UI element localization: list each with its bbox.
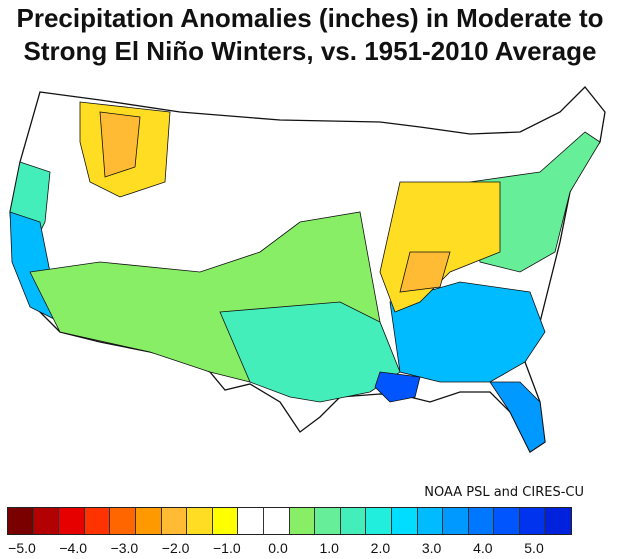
data-credit: NOAA PSL and CIRES-CU bbox=[424, 485, 584, 500]
legend-tick-label: 4.0 bbox=[473, 540, 493, 556]
montana-core-dry bbox=[99, 111, 141, 178]
legend-swatch bbox=[238, 508, 264, 534]
legend-swatch bbox=[417, 508, 444, 534]
legend-swatch bbox=[8, 508, 34, 534]
map-title: Precipitation Anomalies (inches) in Mode… bbox=[0, 2, 620, 68]
legend-tick-label: −1.0 bbox=[212, 540, 241, 556]
legend-swatch bbox=[59, 508, 85, 534]
legend-swatch bbox=[366, 508, 392, 534]
legend-tick-label: 0.0 bbox=[268, 540, 288, 556]
title-line-2: Strong El Niño Winters, vs. 1951-2010 Av… bbox=[23, 36, 597, 66]
southeast-wet bbox=[389, 281, 546, 383]
legend-ticks: −5.0 −4.0 −3.0 −2.0 −1.0 0.0 1.0 2.0 3.0 4.0 5.0 bbox=[0, 540, 620, 558]
legend-swatch bbox=[494, 508, 520, 534]
legend-swatch bbox=[519, 508, 546, 534]
legend-tick-label: 5.0 bbox=[524, 540, 544, 556]
legend-swatch bbox=[161, 508, 188, 534]
florida-wet bbox=[489, 381, 546, 453]
legend-swatch bbox=[545, 508, 572, 534]
legend-swatch bbox=[340, 508, 367, 534]
legend-swatch bbox=[315, 508, 341, 534]
northeast-wet bbox=[469, 131, 601, 273]
legend-swatch bbox=[263, 508, 290, 534]
legend-swatch bbox=[391, 508, 418, 534]
gulf-coast-very-wet bbox=[374, 371, 421, 403]
legend-swatch bbox=[110, 508, 136, 534]
legend-swatch bbox=[443, 508, 469, 534]
legend-swatch bbox=[212, 508, 239, 534]
legend-swatch bbox=[468, 508, 495, 534]
legend-tick-label: −2.0 bbox=[161, 540, 190, 556]
legend-tick-label: −4.0 bbox=[59, 540, 88, 556]
legend-tick-label: −3.0 bbox=[110, 540, 139, 556]
legend-swatch bbox=[33, 508, 60, 534]
south-central-wet bbox=[219, 301, 401, 403]
legend-swatch bbox=[187, 508, 213, 534]
title-line-1: Precipitation Anomalies (inches) in Mode… bbox=[16, 3, 604, 33]
legend-swatch bbox=[135, 508, 162, 534]
legend-swatch bbox=[84, 508, 111, 534]
legend-tick-label: 2.0 bbox=[370, 540, 391, 556]
color-legend bbox=[7, 507, 573, 535]
legend-swatch bbox=[289, 508, 316, 534]
tennessee-dry bbox=[399, 251, 451, 293]
legend-tick-label: 3.0 bbox=[421, 540, 442, 556]
legend-tick-label: −5.0 bbox=[8, 540, 36, 556]
legend-tick-label: 1.0 bbox=[319, 540, 339, 556]
us-precipitation-map bbox=[9, 86, 606, 453]
